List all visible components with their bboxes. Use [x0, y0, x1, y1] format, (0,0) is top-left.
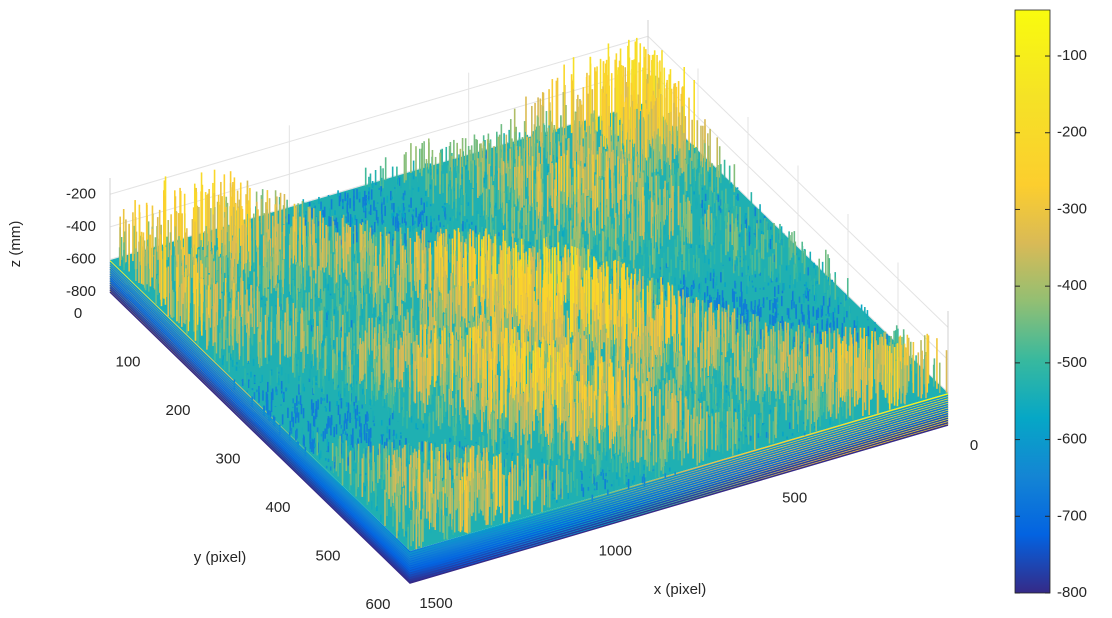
grid-line	[647, 35, 949, 328]
grid-line	[647, 68, 949, 361]
surface	[109, 37, 949, 584]
grid-line	[109, 35, 649, 195]
